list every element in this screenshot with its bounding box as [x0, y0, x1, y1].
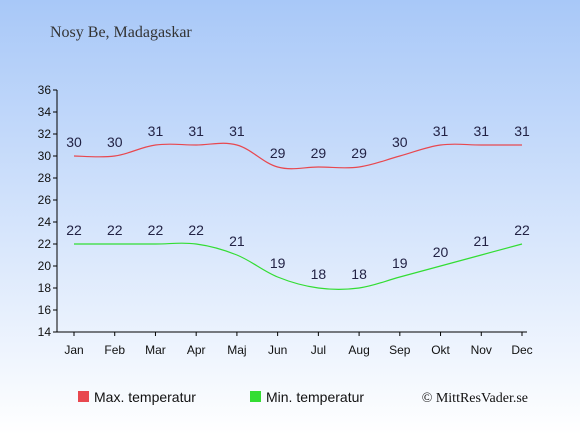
y-tick-label: 22 — [38, 237, 52, 251]
data-label: 31 — [148, 123, 164, 139]
credit-text: © MittResVader.se — [422, 391, 528, 406]
data-label: 22 — [107, 222, 123, 238]
data-label: 31 — [473, 123, 489, 139]
data-labels: 30 30 31 31 31 29 29 29 30 31 31 31 22 22 22 22 21 19 18 18… — [66, 123, 530, 282]
legend-swatch-max — [78, 391, 89, 402]
axes: 14 16 18 20 22 24 26 28 30 32 34 36 Jan Feb Mar Apr Maj J… — [38, 83, 533, 357]
series-line-min — [74, 242, 523, 291]
data-label: 21 — [473, 233, 489, 249]
y-tick-label: 18 — [38, 281, 52, 295]
y-tick-label: 16 — [38, 303, 52, 317]
x-tick-label: Maj — [227, 343, 246, 357]
chart-title: Nosy Be, Madagaskar — [50, 24, 192, 41]
data-label: 22 — [514, 222, 530, 238]
data-label: 29 — [351, 145, 367, 161]
legend-swatch-min — [250, 391, 261, 402]
data-label: 18 — [311, 266, 327, 282]
x-tick-label: Sep — [389, 343, 411, 357]
x-tick-label: Okt — [431, 343, 450, 357]
y-tick-label: 28 — [38, 171, 52, 185]
data-label: 31 — [514, 123, 530, 139]
y-tick-label: 26 — [38, 193, 52, 207]
x-tick-label: Aug — [348, 343, 369, 357]
legend: Max. temperatur Min. temperatur — [78, 389, 364, 405]
data-label: 19 — [392, 255, 408, 271]
y-tick-label: 20 — [38, 259, 52, 273]
y-tick-label: 14 — [38, 325, 52, 339]
data-label: 31 — [229, 123, 245, 139]
x-tick-label: Jan — [64, 343, 83, 357]
data-label: 20 — [433, 244, 449, 260]
y-tick-label: 30 — [38, 149, 52, 163]
x-tick-label: Nov — [471, 343, 492, 357]
y-tick-label: 34 — [38, 105, 52, 119]
data-label: 21 — [229, 233, 245, 249]
y-tick-label: 36 — [38, 83, 52, 97]
x-tick-label: Jun — [268, 343, 287, 357]
data-label: 31 — [433, 123, 449, 139]
x-tick-label: Apr — [187, 343, 206, 357]
legend-label-max: Max. temperatur — [94, 389, 196, 405]
x-tick-label: Feb — [104, 343, 125, 357]
data-label: 22 — [188, 222, 204, 238]
x-tick-label: Dec — [511, 343, 532, 357]
data-label: 29 — [270, 145, 286, 161]
legend-label-min: Min. temperatur — [266, 389, 364, 405]
x-tick-label: Mar — [145, 343, 166, 357]
y-tick-label: 32 — [38, 127, 52, 141]
x-tick-label: Jul — [311, 343, 326, 357]
data-label: 22 — [66, 222, 82, 238]
data-label: 18 — [351, 266, 367, 282]
data-label: 19 — [270, 255, 286, 271]
data-label: 30 — [107, 134, 123, 150]
data-label: 31 — [188, 123, 204, 139]
data-label: 30 — [66, 134, 82, 150]
series-line-max — [73, 142, 522, 170]
data-label: 30 — [392, 134, 408, 150]
y-tick-label: 24 — [38, 215, 52, 229]
series-layer — [73, 142, 523, 291]
data-label: 22 — [148, 222, 164, 238]
data-label: 29 — [311, 145, 327, 161]
